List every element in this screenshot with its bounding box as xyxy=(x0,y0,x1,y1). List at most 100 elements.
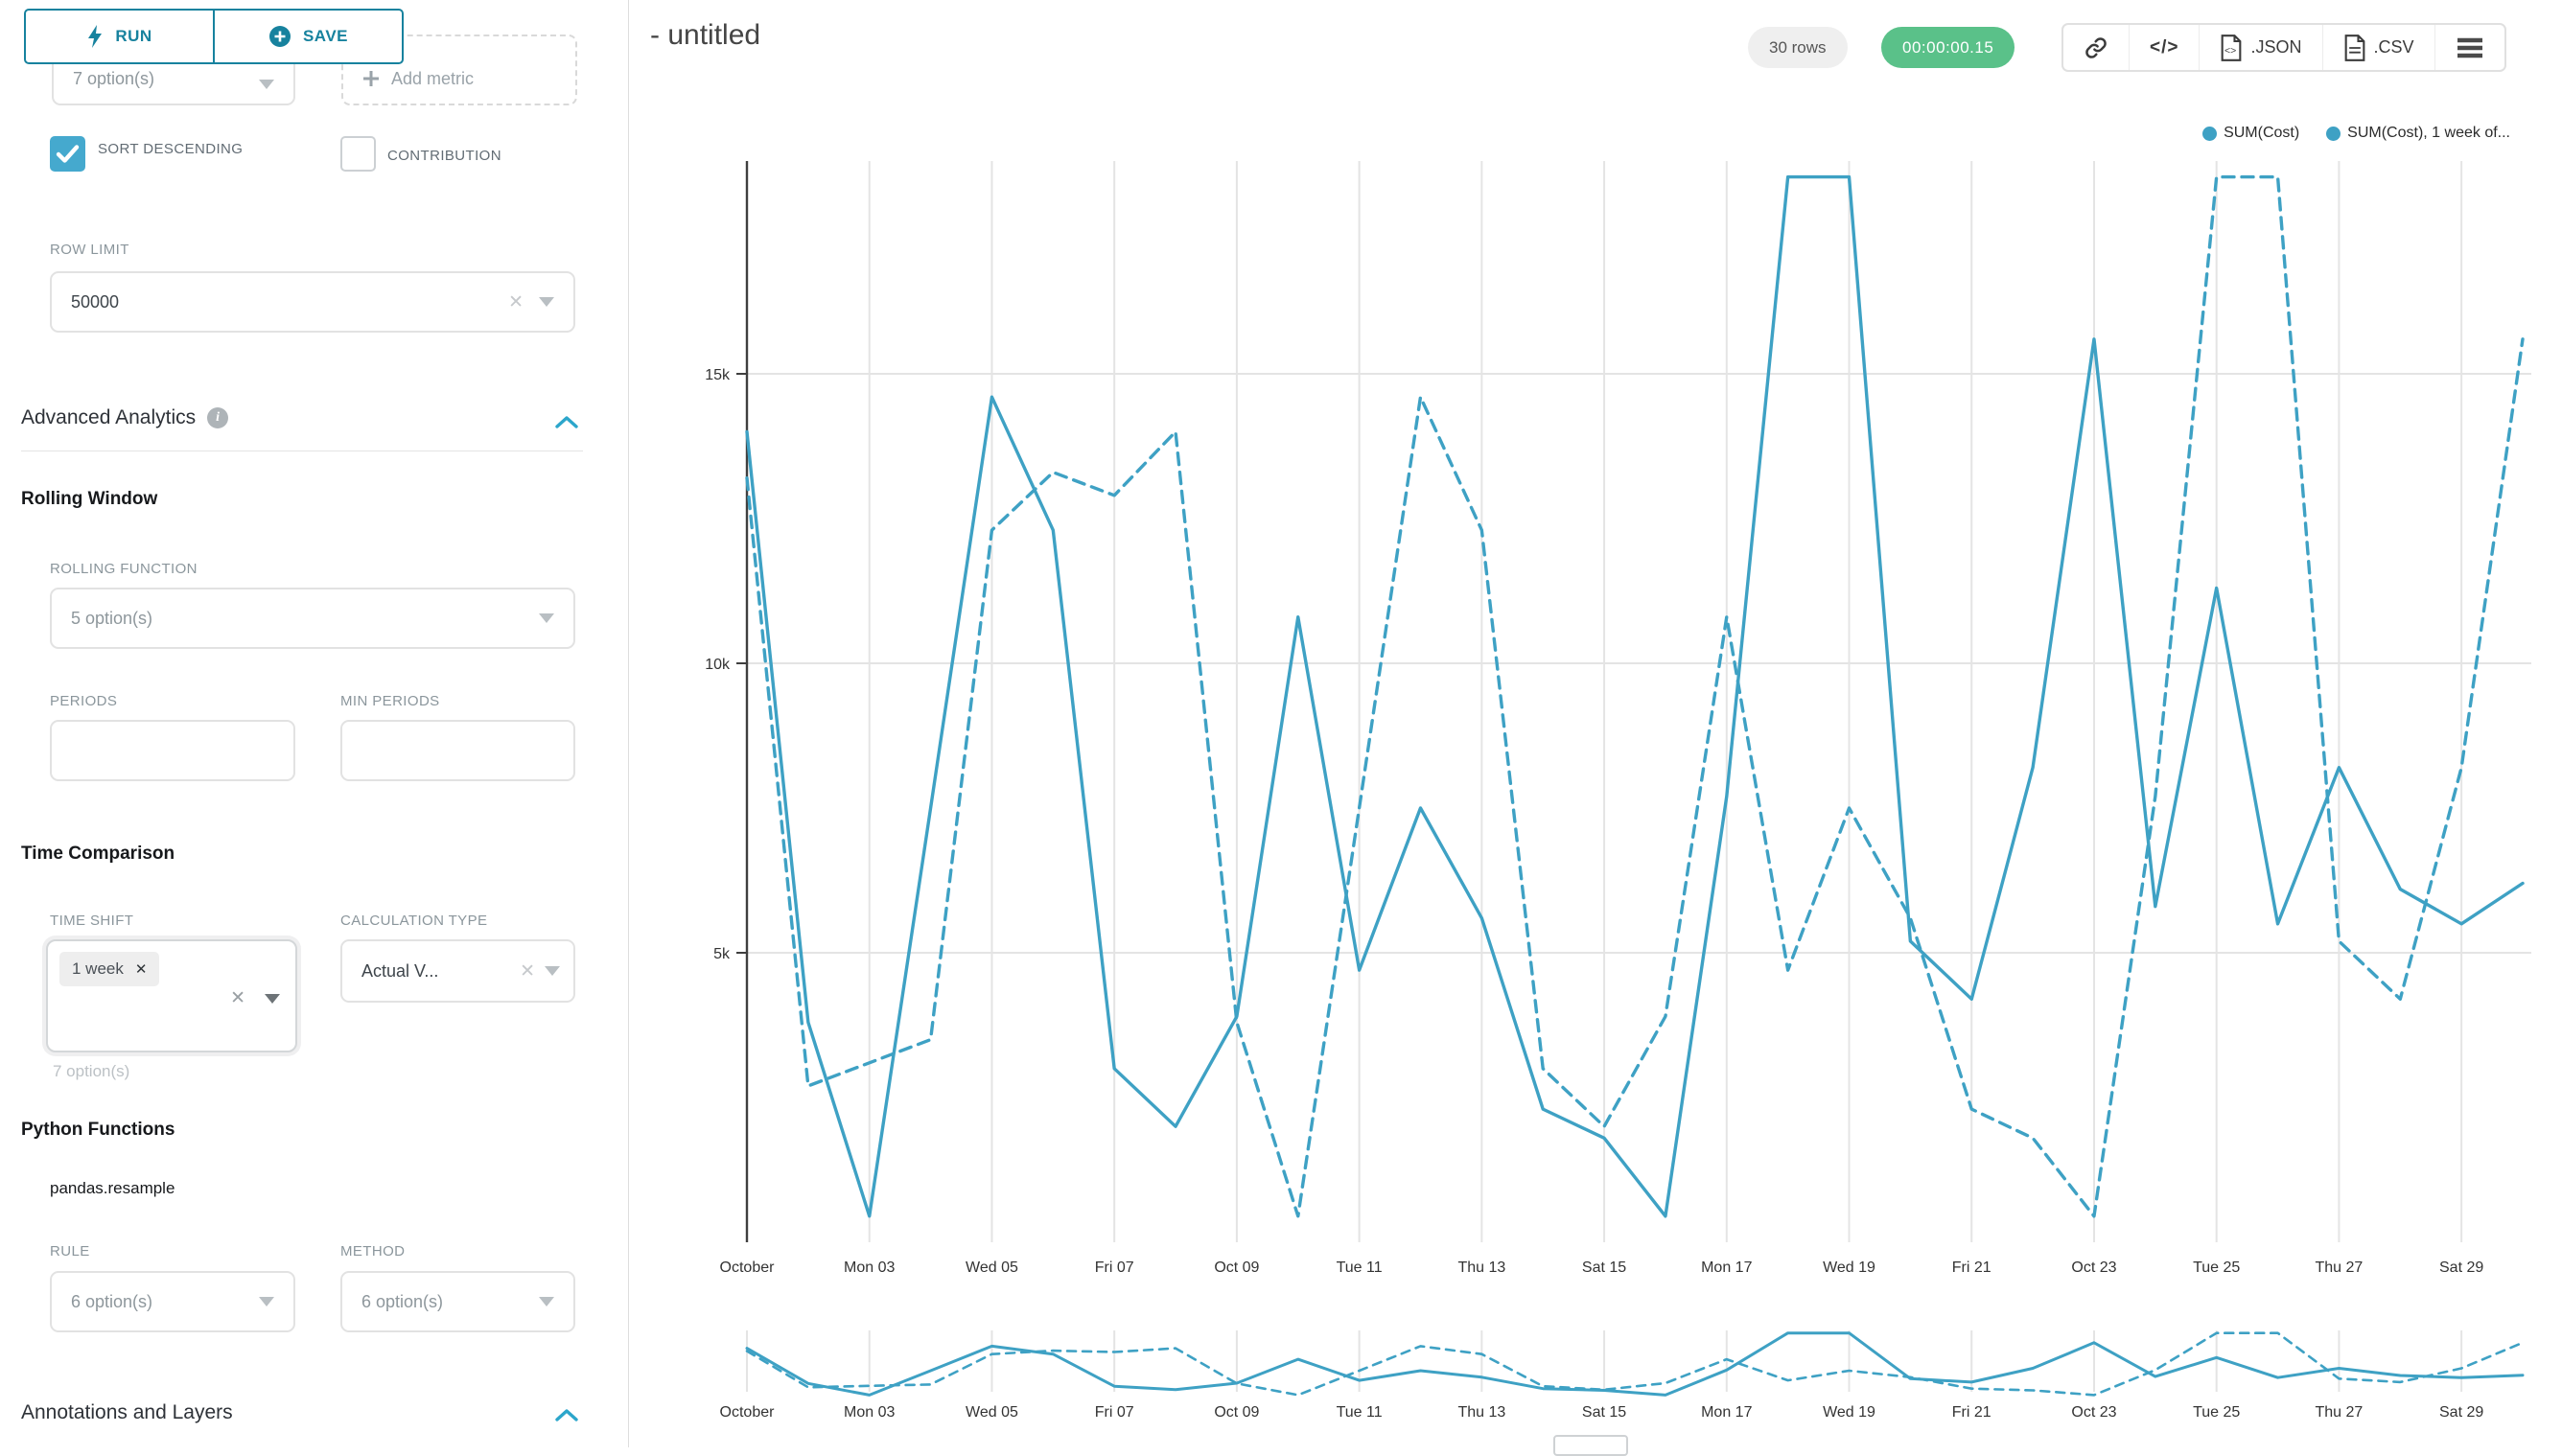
method-value: 6 option(s) xyxy=(361,1291,444,1311)
save-button-label: SAVE xyxy=(302,27,349,45)
calculation-type-label: CALCULATION TYPE xyxy=(340,913,488,929)
rolling-function-label: ROLLING FUNCTION xyxy=(50,561,198,577)
time-comparison-title: Time Comparison xyxy=(21,844,175,864)
periods-input[interactable] xyxy=(50,720,295,781)
legend-item-sum-cost-shifted[interactable]: SUM(Cost), 1 week of... xyxy=(2326,125,2510,142)
mini-x-axis-label: Wed 19 xyxy=(1823,1404,1875,1421)
legend-label: SUM(Cost) xyxy=(2224,125,2300,141)
export-json-button[interactable]: <> .JSON xyxy=(2199,25,2321,70)
rolling-function-select[interactable]: 5 option(s) xyxy=(50,588,575,649)
mini-x-axis-label: Oct 09 xyxy=(1214,1404,1259,1421)
chart-title[interactable]: - untitled xyxy=(650,19,761,51)
mini-x-axis-label: Mon 03 xyxy=(844,1404,895,1421)
chevron-down-icon xyxy=(539,297,554,307)
y-axis-label: 5k xyxy=(713,946,731,962)
csv-label: .CSV xyxy=(2373,37,2414,57)
x-axis-label: Wed 05 xyxy=(966,1260,1018,1276)
min-periods-input[interactable] xyxy=(340,720,575,781)
x-axis-label: Wed 19 xyxy=(1823,1260,1875,1276)
rule-label: RULE xyxy=(50,1243,90,1260)
link-icon xyxy=(2085,36,2107,58)
clear-icon[interactable]: ✕ xyxy=(230,988,245,1008)
y-axis-label: 15k xyxy=(705,367,731,383)
info-icon[interactable]: i xyxy=(207,407,229,428)
pandas-resample-label: pandas.resample xyxy=(50,1179,175,1197)
copy-link-button[interactable] xyxy=(2063,25,2129,70)
x-axis-label: Oct 09 xyxy=(1214,1260,1259,1276)
periods-label: PERIODS xyxy=(50,693,118,709)
mini-x-axis-label: October xyxy=(720,1404,776,1421)
time-shift-label: TIME SHIFT xyxy=(50,913,134,929)
check-icon xyxy=(56,145,80,163)
y-axis-label: 10k xyxy=(705,657,731,673)
calculation-type-value: Actual V... xyxy=(361,960,439,981)
clear-icon[interactable]: ✕ xyxy=(520,960,535,982)
mini-series-line-solid xyxy=(745,1331,2525,1397)
contribution-checkbox[interactable] xyxy=(340,136,376,172)
sort-descending-checkbox[interactable] xyxy=(50,136,85,172)
mini-x-axis-label: Thu 27 xyxy=(2316,1404,2364,1421)
svg-text:<>: <> xyxy=(2224,44,2236,56)
python-functions-title: Python Functions xyxy=(21,1120,175,1140)
chart-menu-button[interactable] xyxy=(2434,25,2504,70)
time-shift-hint: 7 option(s) xyxy=(53,1062,130,1080)
row-limit-select[interactable]: 50000 ✕ xyxy=(50,271,575,333)
run-button-label: RUN xyxy=(115,27,152,45)
rule-value: 6 option(s) xyxy=(71,1291,153,1311)
mini-series-line-dashed xyxy=(745,1331,2525,1397)
view-query-button[interactable]: </> xyxy=(2129,25,2199,70)
chart-legend: SUM(Cost) SUM(Cost), 1 week of... xyxy=(2202,125,2510,142)
scrollbar-thumb[interactable] xyxy=(1553,1435,1628,1456)
mini-x-axis-label: Oct 23 xyxy=(2071,1404,2116,1421)
mini-x-axis-label: Sat 29 xyxy=(2439,1404,2483,1421)
chevron-down-icon xyxy=(539,613,554,623)
code-icon: </> xyxy=(2150,36,2179,58)
mini-x-axis-label: Sat 15 xyxy=(1582,1404,1626,1421)
mini-x-axis-label: Mon 17 xyxy=(1701,1404,1752,1421)
rolling-window-title: Rolling Window xyxy=(21,489,158,509)
x-axis-label: Thu 13 xyxy=(1457,1260,1505,1276)
method-select[interactable]: 6 option(s) xyxy=(340,1271,575,1332)
time-shift-tag[interactable]: 1 week ✕ xyxy=(59,952,160,986)
method-label: METHOD xyxy=(340,1243,406,1260)
plus-circle-icon xyxy=(268,26,291,47)
mini-x-axis-label: Fri 21 xyxy=(1952,1404,1991,1421)
series-line-solid[interactable] xyxy=(745,174,2525,1218)
hamburger-menu-icon xyxy=(2457,37,2482,58)
sort-descending-label: SORT DESCENDING xyxy=(98,141,244,157)
add-metric-label: Add metric xyxy=(391,69,475,88)
legend-dot xyxy=(2202,126,2218,141)
remove-tag-icon[interactable]: ✕ xyxy=(134,961,148,978)
chevron-down-icon xyxy=(259,80,274,89)
mini-x-axis-label: Thu 13 xyxy=(1457,1404,1505,1421)
control-panel: 7 option(s) Add metric RUN SAVE SORT DE xyxy=(0,0,629,1447)
legend-item-sum-cost[interactable]: SUM(Cost) xyxy=(2202,125,2299,142)
collapse-chevron-up-icon[interactable] xyxy=(554,414,579,429)
annotations-title: Annotations and Layers xyxy=(21,1401,233,1423)
timeseries-line-chart[interactable]: 5k 10k 15k October Mon 03 Wed 05 Fri 07 Oct 09 T… xyxy=(629,0,2562,1447)
x-axis-label: Fri 21 xyxy=(1952,1260,1991,1276)
csv-file-icon xyxy=(2344,34,2364,61)
min-periods-label: MIN PERIODS xyxy=(340,693,440,709)
mini-x-axis-label: Wed 05 xyxy=(966,1404,1018,1421)
time-shift-select[interactable]: 1 week ✕ ✕ xyxy=(46,939,297,1052)
chevron-down-icon xyxy=(539,1297,554,1306)
x-axis-label: October xyxy=(720,1260,776,1276)
rolling-function-value: 5 option(s) xyxy=(71,608,153,628)
save-button[interactable]: SAVE xyxy=(214,9,404,64)
rule-select[interactable]: 6 option(s) xyxy=(50,1271,295,1332)
export-csv-button[interactable]: .CSV xyxy=(2321,25,2434,70)
chevron-down-icon xyxy=(545,966,560,976)
series-line-dashed[interactable] xyxy=(745,174,2525,1218)
collapse-chevron-up-icon[interactable] xyxy=(554,1407,579,1422)
export-toolbar: </> <> .JSON .CSV xyxy=(2061,23,2506,72)
plus-icon xyxy=(363,71,379,86)
x-axis-label: Tue 11 xyxy=(1337,1260,1383,1276)
x-axis-label: Mon 03 xyxy=(844,1260,895,1276)
calculation-type-select[interactable]: Actual V... ✕ xyxy=(340,939,575,1003)
x-axis-label: Oct 23 xyxy=(2071,1260,2116,1276)
run-button[interactable]: RUN xyxy=(24,9,214,64)
mini-x-axis-label: Tue 25 xyxy=(2193,1404,2240,1421)
clear-icon[interactable]: ✕ xyxy=(508,291,524,312)
mini-x-axis-label: Tue 11 xyxy=(1337,1404,1383,1421)
